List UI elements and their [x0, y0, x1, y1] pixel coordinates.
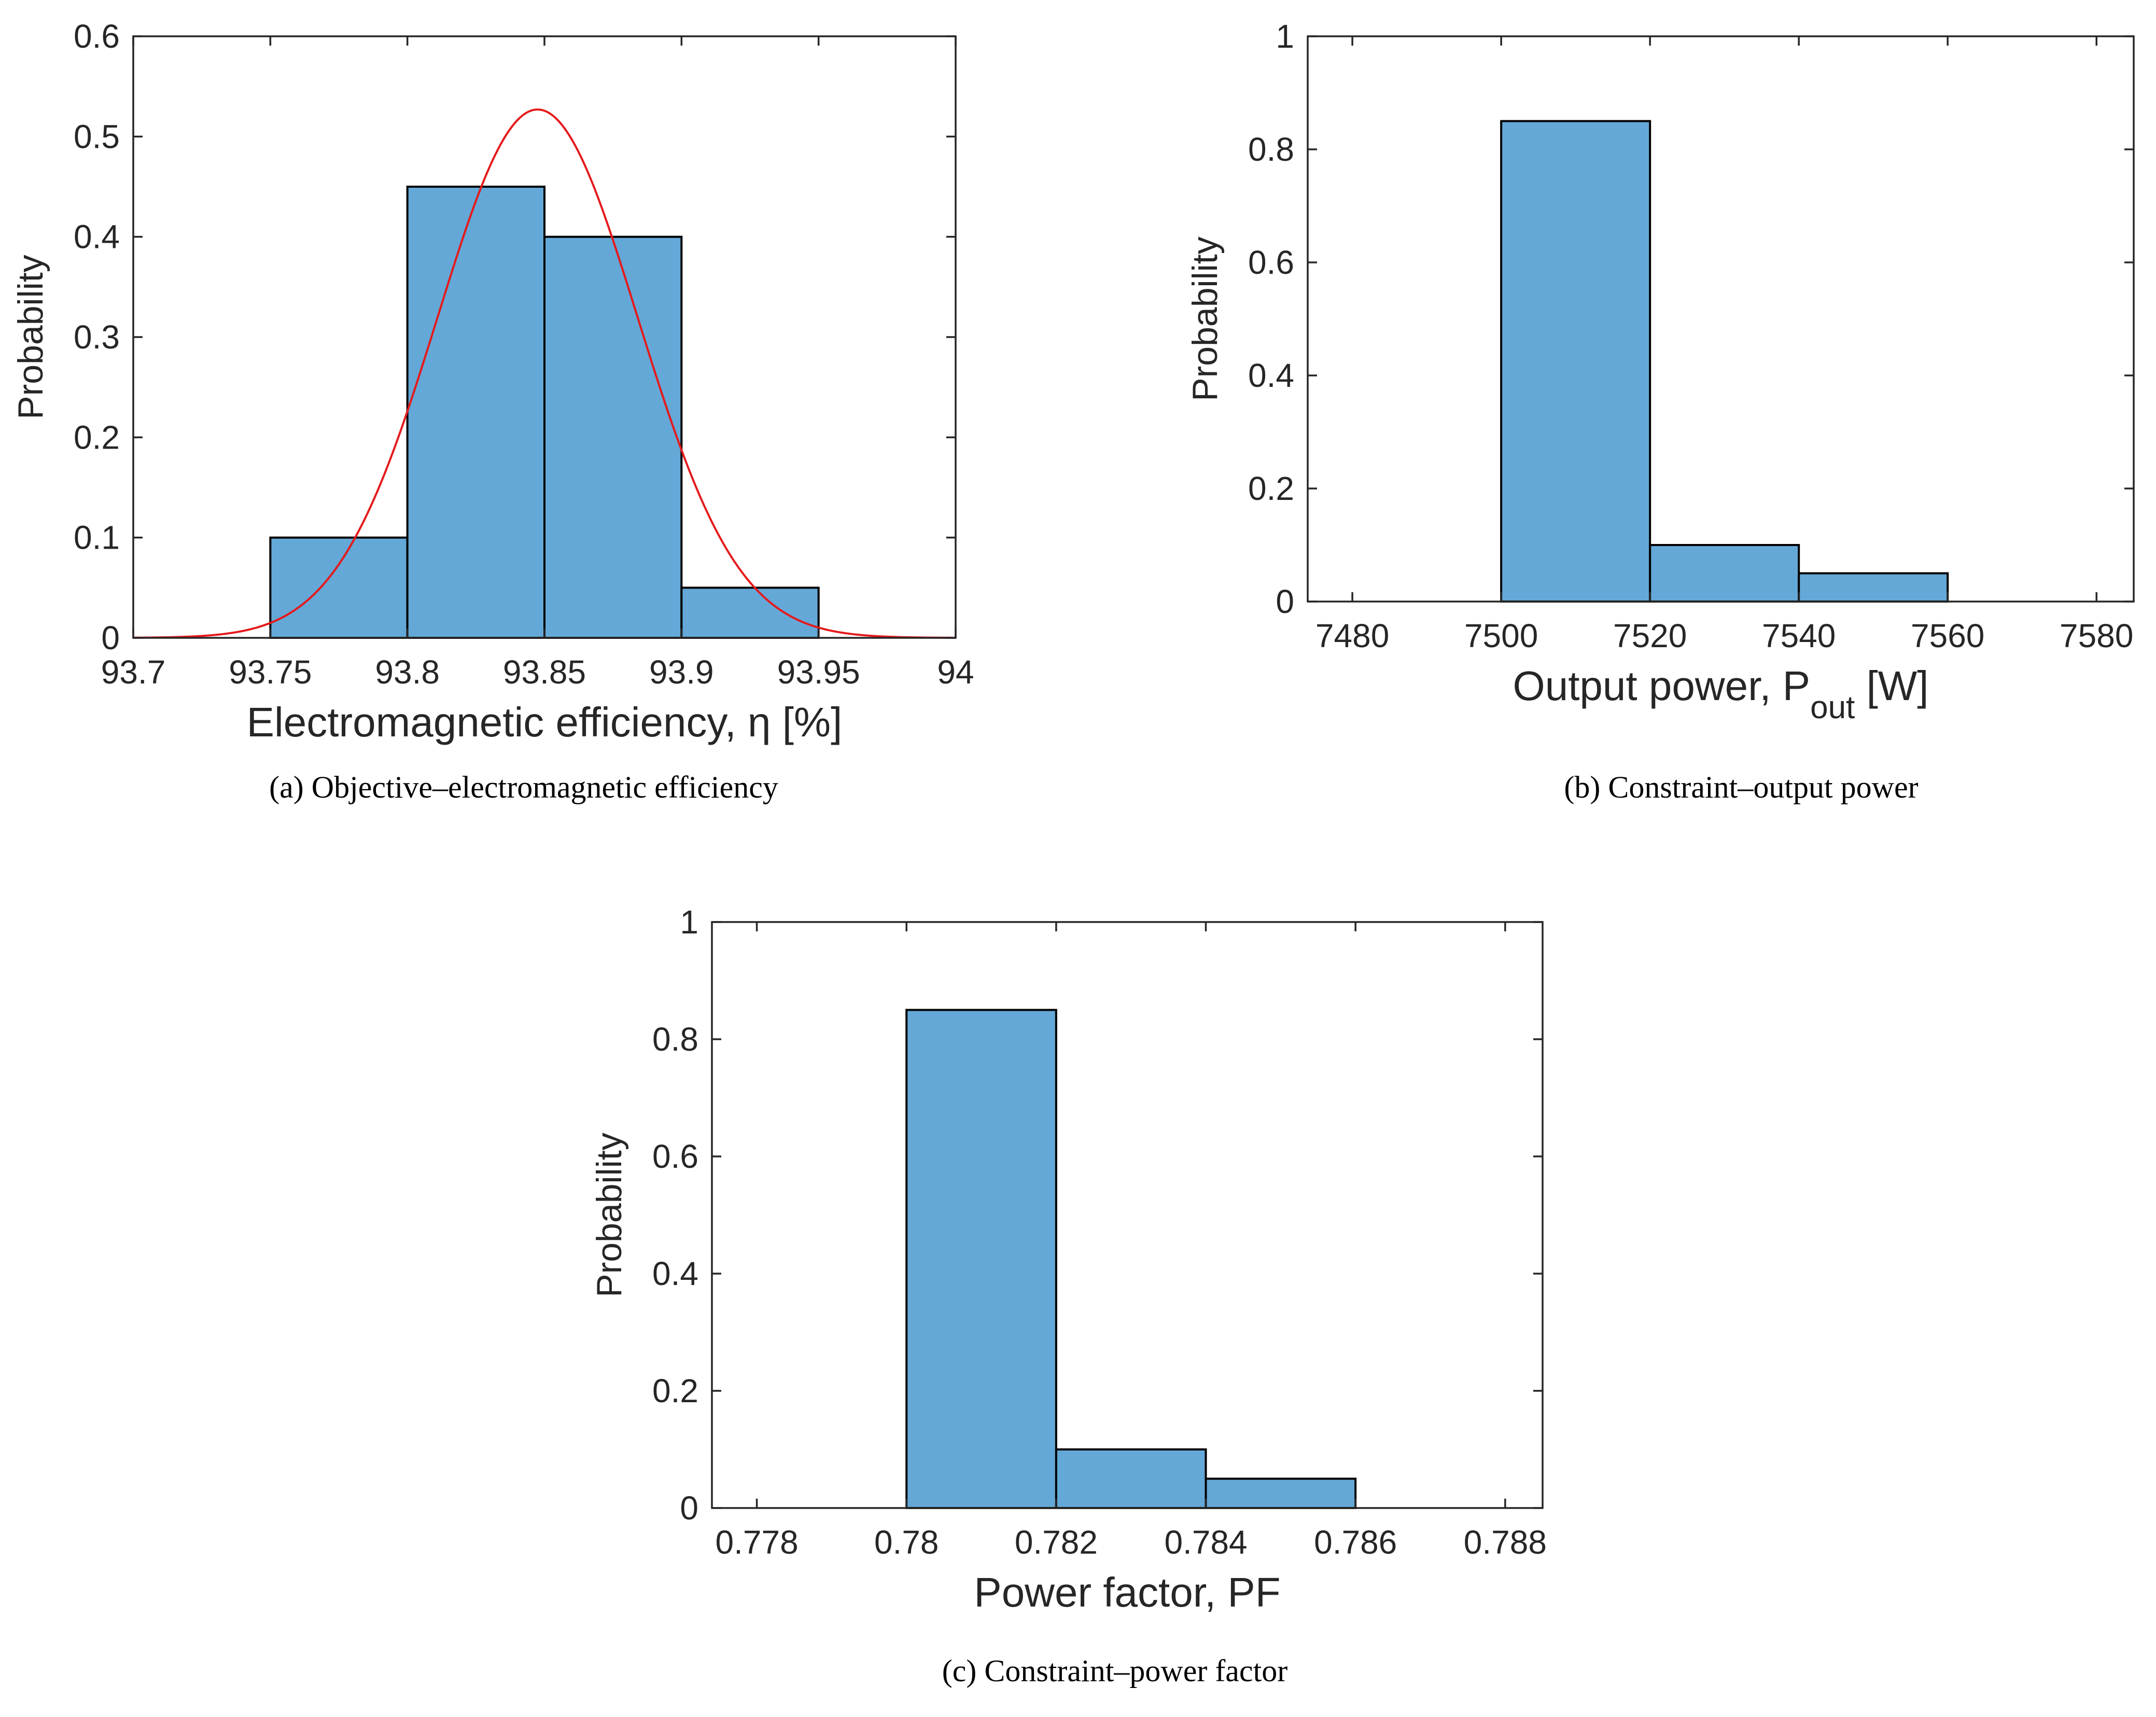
y-tick-label: 0	[680, 1489, 698, 1527]
histogram-bar	[269, 536, 409, 639]
caption-b: (b) Constraint–output power	[1564, 770, 1918, 804]
x-tick-label: 93.75	[229, 653, 312, 691]
x-tick-label: 0.784	[1164, 1524, 1247, 1561]
x-axis-label: Output power, Pout [W]	[1513, 663, 1928, 725]
x-axis-label-part: [W]	[1855, 663, 1928, 709]
caption-b-text: Constraint–output power	[1600, 770, 1918, 804]
caption-c-text: Constraint–power factor	[976, 1654, 1287, 1688]
axes-box	[711, 921, 1544, 1509]
x-axis-label-part: [%]	[771, 699, 843, 745]
y-tick-label: 0.6	[74, 18, 120, 55]
plot-power-factor-histogram: 0.778 0.78 0.782 0.784 0.786 0.788 0 0.2 0.4 0.6 0…	[590, 903, 1547, 1615]
x-tick-label: 93.85	[503, 653, 586, 691]
x-tick-label: 94	[937, 653, 974, 691]
x-tick-label: 7540	[1762, 617, 1836, 654]
x-tick-label: 0.782	[1015, 1524, 1098, 1561]
plot-efficiency-histogram: 93.7 93.75 93.8 93.85 93.9 93.95 94 0 0.1 0.2 0.3 0…	[11, 18, 974, 745]
y-tick-label: 0.2	[1248, 470, 1294, 507]
histogram-bar	[1798, 572, 1949, 603]
y-tick-label: 0.4	[652, 1255, 698, 1292]
x-tick-label: 93.95	[777, 653, 860, 691]
x-axis-label: Electromagnetic efficiency, η [%]	[247, 699, 843, 745]
y-tick-label: 0.2	[74, 418, 120, 456]
x-tick-label: 93.9	[649, 653, 714, 691]
histogram-bar	[1500, 120, 1651, 603]
histogram-bar	[1205, 1477, 1357, 1509]
y-tick-label: 0.4	[74, 218, 120, 256]
x-tick-label: 0.78	[874, 1524, 939, 1561]
plot-output-power-histogram: 7480 7500 7520 7540 7560 7580 0 0.2 0.4 0.6 0.8 1 Pr…	[1185, 18, 2135, 725]
y-tick-label: 1	[1276, 18, 1294, 55]
panel-c: 0.778 0.78 0.782 0.784 0.786 0.788 0 0.2 0.4 0.6 0…	[590, 903, 1547, 1688]
caption-c-letter: c	[953, 1654, 967, 1688]
y-tick-label: 1	[680, 903, 698, 941]
histogram-bar	[1649, 544, 1800, 603]
y-tick-label: 0.5	[74, 118, 120, 155]
y-tick-label: 0.8	[652, 1021, 698, 1058]
x-axis-label-part: Power factor, PF	[974, 1569, 1280, 1615]
x-tick-label: 0.788	[1464, 1524, 1547, 1561]
y-axis-label: Probability	[1185, 236, 1225, 401]
x-axis-label-eta: η	[748, 699, 771, 745]
histogram-bar	[905, 1009, 1057, 1509]
histogram-bar	[543, 235, 683, 639]
caption-b-letter: b	[1574, 770, 1590, 804]
y-tick-label: 0	[1276, 583, 1294, 620]
x-axis-label-part: Output power, P	[1513, 663, 1810, 709]
x-tick-label: 93.7	[101, 653, 166, 691]
panel-a: 93.7 93.75 93.8 93.85 93.9 93.95 94 0 0.1 0.2 0.3 0…	[11, 18, 974, 804]
y-axis-label: Probability	[11, 255, 50, 420]
x-axis-label: Power factor, PF	[974, 1569, 1280, 1615]
x-tick-label: 7520	[1613, 617, 1687, 654]
x-tick-label: 7500	[1464, 617, 1538, 654]
histogram-bar	[680, 587, 820, 639]
caption-c: (c) Constraint–power factor	[942, 1654, 1287, 1688]
x-tick-label: 7580	[2060, 617, 2133, 654]
normal-fit-curve	[133, 108, 956, 639]
x-tick-label: 7560	[1911, 617, 1984, 654]
y-tick-label: 0.2	[652, 1372, 698, 1409]
x-tick-label: 7480	[1315, 617, 1389, 654]
y-tick-label: 0.8	[1248, 131, 1294, 168]
y-tick-label: 0.6	[652, 1138, 698, 1175]
x-axis-label-part: Electromagnetic efficiency,	[247, 699, 748, 745]
x-tick-label: 0.778	[716, 1524, 799, 1561]
caption-a-text: Objective–electromagnetic efficiency	[304, 770, 778, 804]
panel-b: 7480 7500 7520 7540 7560 7580 0 0.2 0.4 0.6 0.8 1 Pr…	[1185, 18, 2135, 804]
y-tick-label: 0.1	[74, 519, 120, 556]
y-tick-label: 0.4	[1248, 357, 1294, 394]
caption-a: (a) Objective–electromagnetic efficiency	[269, 770, 778, 804]
y-axis-label: Probability	[590, 1133, 629, 1297]
histogram-bar	[1055, 1448, 1207, 1509]
axes-box	[1307, 35, 2135, 603]
x-axis-label-subscript: out	[1810, 690, 1855, 725]
x-tick-label: 0.786	[1314, 1524, 1397, 1561]
y-tick-label: 0	[101, 619, 120, 657]
histogram-bar	[406, 186, 546, 639]
y-tick-label: 0.3	[74, 318, 120, 356]
caption-a-letter: a	[279, 770, 293, 804]
y-tick-label: 0.6	[1248, 244, 1294, 281]
x-tick-label: 93.8	[375, 653, 440, 691]
